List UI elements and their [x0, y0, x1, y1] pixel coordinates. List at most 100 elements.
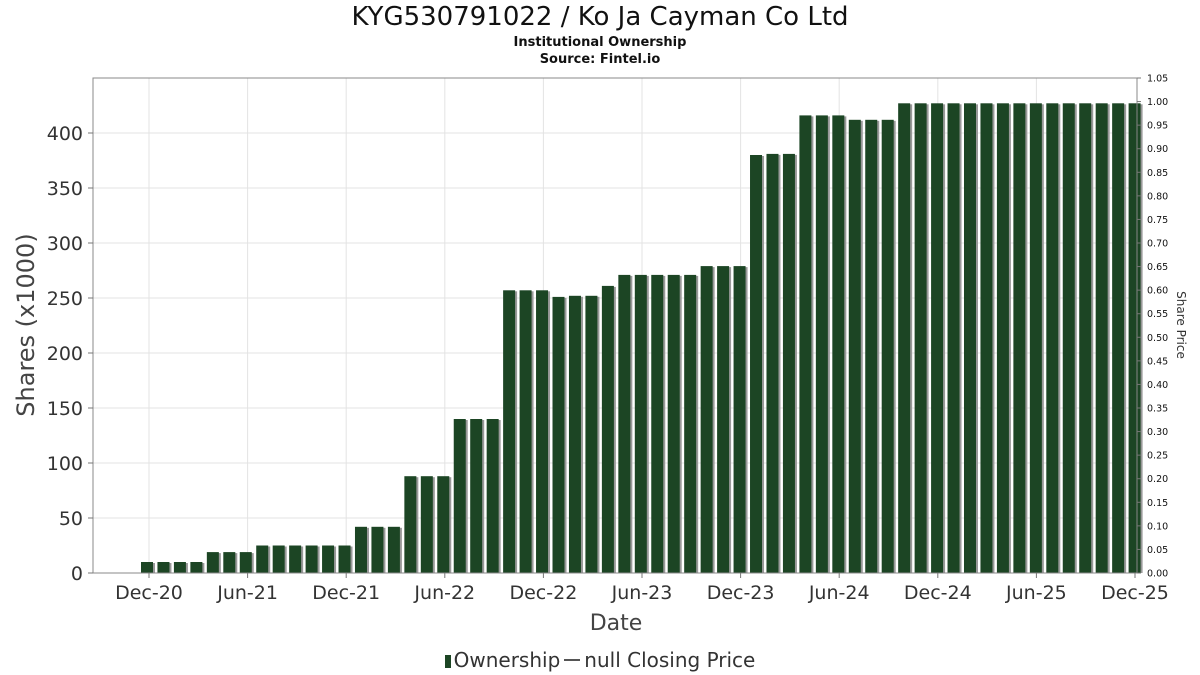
ownership-bar	[782, 153, 795, 573]
ownership-bar	[1062, 103, 1075, 574]
ownership-bar	[832, 115, 845, 574]
x-tick-label: Jun-23	[611, 582, 673, 604]
ownership-bar	[667, 274, 680, 573]
ownership-bar	[931, 103, 944, 574]
x-tick-label: Jun-22	[413, 582, 475, 604]
ownership-bar	[354, 526, 367, 573]
ownership-bar	[371, 526, 384, 573]
legend-closing-price: null Closing Price	[584, 648, 756, 672]
y2-tick-label: 0.00	[1147, 569, 1168, 580]
chart-subtitle: Institutional Ownership	[513, 35, 687, 50]
ownership-bar	[404, 476, 417, 573]
ownership-bar	[881, 119, 894, 574]
ownership-bar	[223, 552, 236, 573]
y2-tick-label: 0.35	[1147, 404, 1168, 415]
x-tick-label: Jun-21	[216, 582, 278, 604]
ownership-bar	[173, 562, 186, 573]
y2-axis-label: Share Price	[1174, 291, 1188, 359]
y2-tick-label: 0.30	[1147, 427, 1168, 438]
y2-tick-label: 0.90	[1147, 144, 1168, 155]
y-tick-label: 100	[47, 453, 83, 475]
axes: 0 50 100 150 200 250 300 350 400 0.00 0.05 0.10 0.15…	[47, 74, 1169, 605]
y2-tick-label: 0.45	[1147, 356, 1168, 367]
plot-frame	[92, 77, 1138, 574]
y-tick-label: 400	[47, 123, 83, 145]
chart-title: KYG530791022 / Ko Ja Cayman Co Ltd	[351, 2, 849, 32]
y2-tick-label: 0.65	[1147, 262, 1168, 273]
x-tick-label: Dec-24	[904, 582, 972, 604]
y-tick-label: 0	[71, 563, 83, 585]
ownership-bar	[437, 476, 450, 573]
y-tick-label: 300	[47, 233, 83, 255]
ownership-bar	[733, 266, 746, 573]
x-tick-label: Dec-22	[509, 582, 577, 604]
ownership-bar	[914, 103, 927, 574]
ownership-bar	[272, 545, 285, 573]
ownership-bar	[1079, 103, 1092, 574]
ownership-bar	[947, 103, 960, 574]
legend-ownership: Ownership	[453, 648, 561, 672]
y2-tick-label: 0.15	[1147, 498, 1168, 509]
ownership-swatch-icon	[444, 655, 451, 668]
x-tick-label: Dec-21	[312, 582, 380, 604]
ownership-bar	[848, 119, 861, 574]
ownership-bar	[964, 103, 976, 574]
y-axis-label: Shares (x1000)	[12, 233, 40, 416]
ownership-bar	[651, 274, 664, 573]
ownership-bar	[980, 103, 993, 574]
y-tick-label: 150	[47, 398, 83, 420]
y2-tick-label: 0.10	[1147, 521, 1168, 532]
ownership-bar	[865, 119, 878, 574]
ownership-bar	[387, 526, 400, 573]
ownership-bar	[157, 562, 170, 573]
ownership-bar	[190, 562, 203, 573]
bars	[141, 103, 1143, 574]
line-dash-icon	[564, 659, 581, 661]
legend: Ownership null Closing Price	[0, 648, 1200, 672]
y2-tick-label: 0.55	[1147, 309, 1168, 320]
x-axis-label: Date	[590, 611, 643, 636]
y2-tick-label: 0.70	[1147, 239, 1168, 250]
ownership-bar	[1013, 103, 1026, 574]
y2-tick-label: 0.50	[1147, 333, 1168, 344]
ownership-bar	[141, 562, 153, 573]
ownership-bar	[815, 115, 828, 574]
ownership-bar	[700, 266, 713, 573]
y-tick-label: 350	[47, 178, 83, 200]
ownership-bar	[536, 290, 549, 573]
ownership-bar	[322, 545, 335, 573]
ownership-bar	[420, 476, 433, 573]
ownership-bar	[1029, 103, 1042, 574]
y2-tick-label: 0.75	[1147, 215, 1168, 226]
ownership-bar	[996, 103, 1009, 574]
ownership-bar	[1046, 103, 1059, 574]
x-tick-label: Dec-25	[1101, 582, 1169, 604]
y2-tick-label: 0.95	[1147, 121, 1168, 132]
y2-tick-label: 0.25	[1147, 451, 1168, 462]
x-tick-label: Dec-23	[707, 582, 775, 604]
ownership-bar	[585, 295, 598, 573]
ownership-bar	[684, 274, 697, 573]
y2-tick-label: 0.80	[1147, 191, 1168, 202]
ownership-bar	[1095, 103, 1108, 574]
ownership-bar	[453, 419, 466, 573]
y2-tick-label: 0.85	[1147, 168, 1168, 179]
ownership-bar	[717, 266, 730, 573]
y-tick-label: 50	[59, 508, 83, 530]
ownership-bar	[634, 274, 647, 573]
y2-tick-label: 1.00	[1147, 97, 1168, 108]
ownership-bar	[799, 115, 812, 574]
ownership-bar	[338, 545, 351, 573]
ownership-bar	[206, 552, 219, 573]
ownership-bar	[766, 153, 779, 573]
ownership-bar	[503, 290, 516, 573]
ownership-bar	[552, 296, 565, 573]
y2-tick-label: 0.60	[1147, 286, 1168, 297]
ownership-bar	[1112, 103, 1125, 574]
y-tick-label: 250	[47, 288, 83, 310]
y2-tick-label: 0.05	[1147, 545, 1168, 556]
ownership-bar	[305, 545, 318, 573]
x-tick-label: Jun-25	[1005, 582, 1067, 604]
ownership-bar	[289, 545, 302, 573]
y2-tick-label: 0.40	[1147, 380, 1168, 391]
